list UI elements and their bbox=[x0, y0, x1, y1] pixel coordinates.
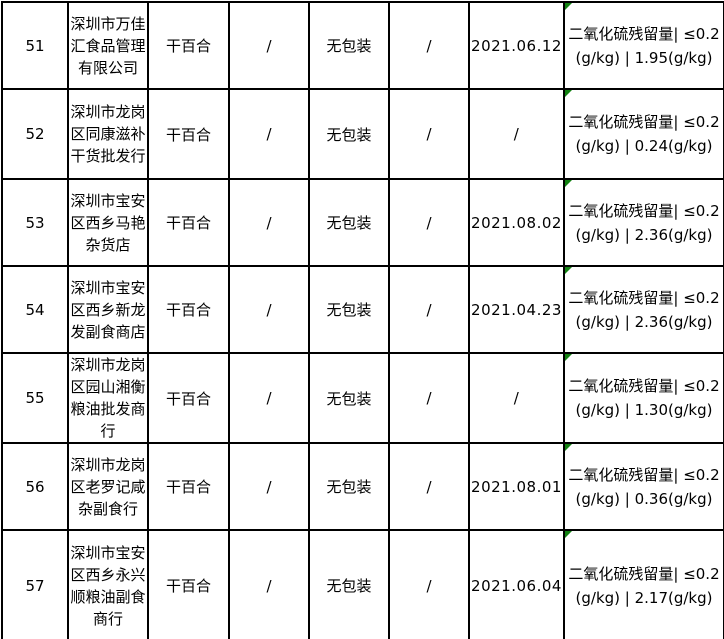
trademark-cell[interactable]: / bbox=[388, 88, 470, 180]
result-text: 二氧化硫残留量| ≤0.2 (g/kg) | 2.36(g/kg) bbox=[568, 288, 720, 331]
company-cell[interactable]: 深圳市宝安区西乡永兴顺粮油副食商行 bbox=[67, 529, 149, 639]
seq-cell[interactable]: 52 bbox=[1, 88, 69, 180]
product-cell[interactable]: 干百合 bbox=[147, 442, 230, 531]
product-cell[interactable]: 干百合 bbox=[147, 178, 230, 267]
packaging-cell[interactable]: 无包装 bbox=[308, 88, 390, 180]
table-row: 57 深圳市宝安区西乡永兴顺粮油副食商行 干百合 / 无包装/2021.06.04 二氧化… bbox=[1, 529, 724, 639]
seq-cell[interactable]: 51 bbox=[1, 1, 69, 90]
packaging-cell[interactable]: 无包装 bbox=[308, 178, 390, 267]
trademark-cell[interactable]: / bbox=[388, 352, 470, 444]
result-text: 二氧化硫残留量| ≤0.2 (g/kg) | 1.95(g/kg) bbox=[568, 24, 720, 67]
company-cell[interactable]: 深圳市龙岗区同康滋补干货批发行 bbox=[67, 88, 149, 180]
cell-error-indicator-triangle bbox=[566, 445, 572, 451]
spec-cell[interactable]: / bbox=[228, 88, 310, 180]
spec-cell[interactable]: / bbox=[228, 529, 310, 639]
seq-cell[interactable]: 56 bbox=[1, 442, 69, 531]
result-text: 二氧化硫残留量| ≤0.2 (g/kg) | 0.36(g/kg) bbox=[568, 465, 720, 508]
result-cell[interactable]: 二氧化硫残留量| ≤0.2 (g/kg) | 1.95(g/kg) bbox=[563, 1, 724, 90]
trademark-cell[interactable]: / bbox=[388, 265, 470, 354]
seq-cell[interactable]: 53 bbox=[1, 178, 69, 267]
product-cell[interactable]: 干百合 bbox=[147, 265, 230, 354]
cell-error-indicator-triangle bbox=[566, 532, 572, 538]
trademark-cell[interactable]: / bbox=[388, 178, 470, 267]
seq-cell[interactable]: 54 bbox=[1, 265, 69, 354]
trademark-cell[interactable]: / bbox=[388, 1, 470, 90]
result-text: 二氧化硫残留量| ≤0.2 (g/kg) | 0.24(g/kg) bbox=[568, 113, 720, 155]
trademark-cell[interactable]: / bbox=[388, 529, 470, 639]
company-cell[interactable]: 深圳市宝安区西乡马艳杂货店 bbox=[67, 178, 149, 267]
table-row: 56 深圳市龙岗区老罗记咸杂副食行 干百合 / 无包装/2021.08.01 二氧化硫残留… bbox=[1, 442, 724, 531]
result-text: 二氧化硫残留量| ≤0.2 (g/kg) | 1.30(g/kg) bbox=[568, 377, 720, 419]
packaging-cell[interactable]: 无包装 bbox=[308, 265, 390, 354]
seq-cell[interactable]: 57 bbox=[1, 529, 69, 639]
product-cell[interactable]: 干百合 bbox=[147, 529, 230, 639]
product-cell[interactable]: 干百合 bbox=[147, 1, 230, 90]
result-cell[interactable]: 二氧化硫残留量| ≤0.2 (g/kg) | 0.24(g/kg) bbox=[563, 88, 724, 180]
result-cell[interactable]: 二氧化硫残留量| ≤0.2 (g/kg) | 0.36(g/kg) bbox=[563, 442, 724, 531]
company-cell[interactable]: 深圳市龙岗区园山湘衡粮油批发商行 bbox=[67, 352, 149, 444]
spec-cell[interactable]: / bbox=[228, 265, 310, 354]
table-row: 51 深圳市万佳汇食品管理有限公司 干百合 / 无包装/2021.06.12 二氧化硫残留… bbox=[1, 1, 724, 90]
result-text: 二氧化硫残留量| ≤0.2 (g/kg) | 2.36(g/kg) bbox=[568, 201, 720, 244]
packaging-cell[interactable]: 无包装 bbox=[308, 529, 390, 639]
date-cell[interactable]: / bbox=[468, 352, 565, 444]
product-cell[interactable]: 干百合 bbox=[147, 88, 230, 180]
cell-error-indicator-triangle bbox=[566, 181, 572, 187]
result-cell[interactable]: 二氧化硫残留量| ≤0.2 (g/kg) | 2.36(g/kg) bbox=[563, 265, 724, 354]
result-cell[interactable]: 二氧化硫残留量| ≤0.2 (g/kg) | 2.17(g/kg) bbox=[563, 529, 724, 639]
trademark-cell[interactable]: / bbox=[388, 442, 470, 531]
date-cell[interactable]: 2021.08.02 bbox=[468, 178, 565, 267]
cell-error-indicator-triangle bbox=[566, 4, 572, 10]
spec-cell[interactable]: / bbox=[228, 352, 310, 444]
packaging-cell[interactable]: 无包装 bbox=[308, 442, 390, 531]
company-cell[interactable]: 深圳市万佳汇食品管理有限公司 bbox=[67, 1, 149, 90]
result-text: 二氧化硫残留量| ≤0.2 (g/kg) | 2.17(g/kg) bbox=[568, 564, 720, 607]
spec-cell[interactable]: / bbox=[228, 178, 310, 267]
table-row: 55 深圳市龙岗区园山湘衡粮油批发商行 干百合 / 无包装 / / 二氧化硫残留量| ≤0.2… bbox=[1, 352, 724, 444]
result-cell[interactable]: 二氧化硫残留量| ≤0.2 (g/kg) | 1.30(g/kg) bbox=[563, 352, 724, 444]
company-cell[interactable]: 深圳市龙岗区老罗记咸杂副食行 bbox=[67, 442, 149, 531]
table-row: 53 深圳市宝安区西乡马艳杂货店 干百合 / 无包装/2021.08.02 二氧化硫残留量… bbox=[1, 178, 724, 267]
date-cell[interactable]: 2021.06.04 bbox=[468, 529, 565, 639]
table-row: 52 深圳市龙岗区同康滋补干货批发行 干百合 / 无包装 / / 二氧化硫残留量| ≤0.2 … bbox=[1, 88, 724, 180]
result-cell[interactable]: 二氧化硫残留量| ≤0.2 (g/kg) | 2.36(g/kg) bbox=[563, 178, 724, 267]
date-cell[interactable]: 2021.04.23 bbox=[468, 265, 565, 354]
date-cell[interactable]: 2021.08.01 bbox=[468, 442, 565, 531]
product-cell[interactable]: 干百合 bbox=[147, 352, 230, 444]
company-cell[interactable]: 深圳市宝安区西乡新龙发副食商店 bbox=[67, 265, 149, 354]
date-cell[interactable]: 2021.06.12 bbox=[468, 1, 565, 90]
cell-error-indicator-triangle bbox=[566, 355, 572, 361]
packaging-cell[interactable]: 无包装 bbox=[308, 352, 390, 444]
date-cell[interactable]: / bbox=[468, 88, 565, 180]
seq-cell[interactable]: 55 bbox=[1, 352, 69, 444]
table-row: 54 深圳市宝安区西乡新龙发副食商店 干百合 / 无包装/2021.04.23 二氧化硫残… bbox=[1, 265, 724, 354]
cell-error-indicator-triangle bbox=[566, 268, 572, 274]
cell-error-indicator-triangle bbox=[566, 91, 572, 97]
spec-cell[interactable]: / bbox=[228, 442, 310, 531]
packaging-cell[interactable]: 无包装 bbox=[308, 1, 390, 90]
spec-cell[interactable]: / bbox=[228, 1, 310, 90]
